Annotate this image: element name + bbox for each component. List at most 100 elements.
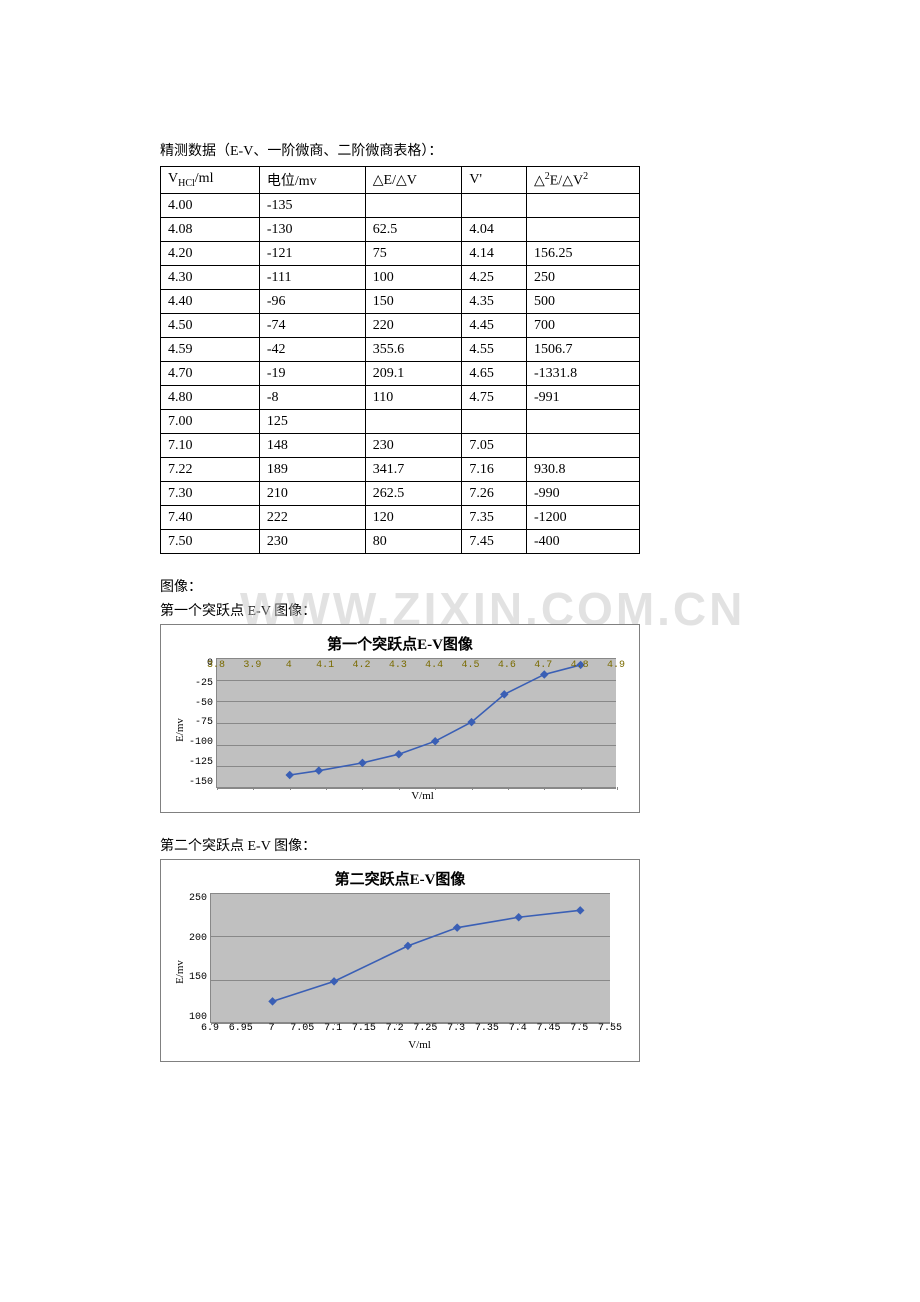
table-cell: 4.80: [161, 386, 260, 410]
table-cell: 7.40: [161, 506, 260, 530]
table-cell: [365, 410, 462, 434]
table-cell: 4.35: [462, 290, 527, 314]
table-cell: -135: [259, 194, 365, 218]
table-row: 7.101482307.05: [161, 434, 640, 458]
table-cell: [526, 410, 639, 434]
table-row: 4.59-42355.64.551506.7: [161, 338, 640, 362]
table-cell: 4.00: [161, 194, 260, 218]
table-cell: 4.14: [462, 242, 527, 266]
section-chart2-label: 第二个突跃点 E-V 图像：: [160, 835, 790, 855]
table-cell: 250: [526, 266, 639, 290]
table-row: 4.20-121754.14156.25: [161, 242, 640, 266]
table-cell: -1200: [526, 506, 639, 530]
table-cell: 220: [365, 314, 462, 338]
table-cell: -1331.8: [526, 362, 639, 386]
table-cell: 4.08: [161, 218, 260, 242]
table-row: 4.80-81104.75-991: [161, 386, 640, 410]
table-row: 4.00-135: [161, 194, 640, 218]
table-row: 7.402221207.35-1200: [161, 506, 640, 530]
table-cell: -111: [259, 266, 365, 290]
table-cell: 209.1: [365, 362, 462, 386]
table-cell: 341.7: [365, 458, 462, 482]
table-cell: 189: [259, 458, 365, 482]
chart2-xaxis: 6.96.9577.057.17.157.27.257.37.357.47.45…: [210, 1023, 629, 1037]
table-cell: 62.5: [365, 218, 462, 242]
table-cell: 4.40: [161, 290, 260, 314]
table-cell: 930.8: [526, 458, 639, 482]
table-cell: 120: [365, 506, 462, 530]
table-cell: 4.25: [462, 266, 527, 290]
table-cell: 4.70: [161, 362, 260, 386]
table-cell: 4.04: [462, 218, 527, 242]
col-header-vhcl: VHCl/ml: [161, 167, 260, 194]
table-cell: 150: [365, 290, 462, 314]
table-cell: -991: [526, 386, 639, 410]
chart1-yaxis: 0-25-50-75-100-125-150: [189, 658, 216, 788]
table-row: 7.50230807.45-400: [161, 530, 640, 554]
table-cell: 230: [365, 434, 462, 458]
col-header-potential: 电位/mv: [259, 167, 365, 194]
table-cell: 500: [526, 290, 639, 314]
table-cell: 7.50: [161, 530, 260, 554]
table-cell: 230: [259, 530, 365, 554]
table-cell: -74: [259, 314, 365, 338]
chart1-plot-area: [216, 658, 616, 788]
col-header-de-dv: △E/△V: [365, 167, 462, 194]
table-cell: -130: [259, 218, 365, 242]
section-chart1-label: 第一个突跃点 E-V 图像： WWW.ZIXIN.COM.CN: [160, 600, 790, 620]
table-cell: 7.05: [462, 434, 527, 458]
chart2-ylabel: E/mv: [171, 893, 189, 1051]
chart1-xlabel: V/ml: [216, 790, 629, 802]
table-cell: 125: [259, 410, 365, 434]
chart1-box: 第一个突跃点E-V图像 E/mv 0-25-50-75-100-125-150 …: [160, 624, 640, 813]
table-cell: 7.00: [161, 410, 260, 434]
chart1-title: 第一个突跃点E-V图像: [171, 633, 629, 654]
table-cell: [462, 194, 527, 218]
table-cell: 4.50: [161, 314, 260, 338]
table-row: 4.08-13062.54.04: [161, 218, 640, 242]
table-cell: [365, 194, 462, 218]
table-row: 4.50-742204.45700: [161, 314, 640, 338]
table-cell: 80: [365, 530, 462, 554]
table-row: 7.22189341.77.16930.8: [161, 458, 640, 482]
col-header-vprime: V': [462, 167, 527, 194]
table-cell: 4.20: [161, 242, 260, 266]
table-cell: -8: [259, 386, 365, 410]
table-cell: 4.30: [161, 266, 260, 290]
table-cell: 1506.7: [526, 338, 639, 362]
table-cell: 7.35: [462, 506, 527, 530]
table-caption: 精测数据（E-V、一阶微商、二阶微商表格）：: [160, 140, 790, 160]
table-cell: 4.45: [462, 314, 527, 338]
table-row: 7.30210262.57.26-990: [161, 482, 640, 506]
table-cell: 222: [259, 506, 365, 530]
table-body: 4.00-1354.08-13062.54.044.20-121754.1415…: [161, 194, 640, 554]
table-cell: 7.45: [462, 530, 527, 554]
table-cell: -42: [259, 338, 365, 362]
table-cell: 700: [526, 314, 639, 338]
table-header-row: VHCl/ml 电位/mv △E/△V V' △2E/△V2: [161, 167, 640, 194]
table-cell: -121: [259, 242, 365, 266]
table-cell: 148: [259, 434, 365, 458]
chart1-ylabel: E/mv: [171, 658, 189, 802]
table-cell: 110: [365, 386, 462, 410]
table-cell: 75: [365, 242, 462, 266]
table-cell: 7.30: [161, 482, 260, 506]
chart2-xlabel: V/ml: [210, 1039, 629, 1051]
chart2-plot-area: [210, 893, 610, 1023]
table-cell: 7.10: [161, 434, 260, 458]
table-cell: 7.26: [462, 482, 527, 506]
table-row: 4.70-19209.14.65-1331.8: [161, 362, 640, 386]
table-cell: [526, 434, 639, 458]
table-row: 4.40-961504.35500: [161, 290, 640, 314]
table-cell: [526, 194, 639, 218]
table-cell: 210: [259, 482, 365, 506]
chart2-title: 第二突跃点E-V图像: [171, 868, 629, 889]
table-cell: 4.59: [161, 338, 260, 362]
col-header-d2e-dv2: △2E/△V2: [526, 167, 639, 194]
table-cell: -96: [259, 290, 365, 314]
table-cell: [526, 218, 639, 242]
chart2-yaxis: 250200150100: [189, 893, 210, 1023]
section-images-label: 图像：: [160, 576, 790, 596]
table-cell: -19: [259, 362, 365, 386]
table-cell: 156.25: [526, 242, 639, 266]
